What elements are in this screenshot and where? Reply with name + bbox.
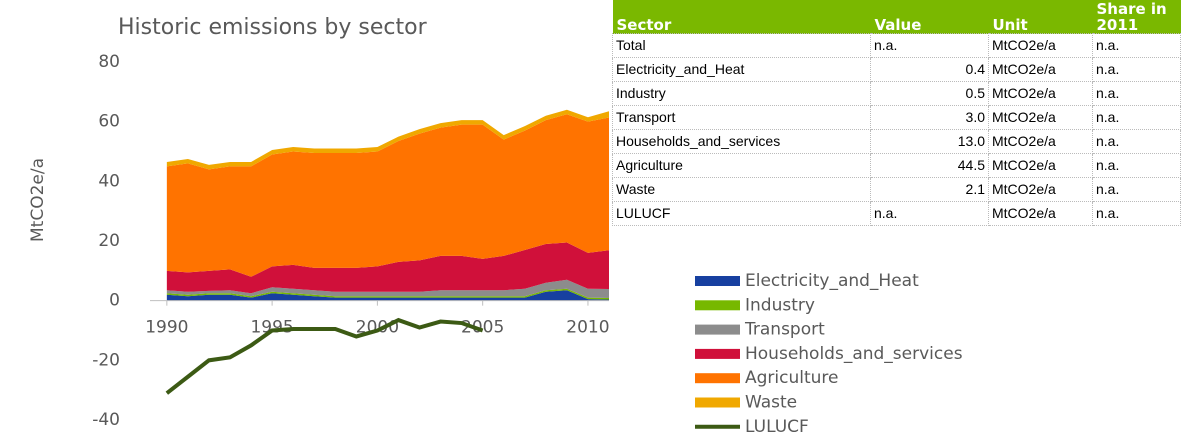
table-cell: Transport (612, 105, 871, 130)
table-cell: n.a. (1092, 33, 1181, 58)
table-cell: n.a. (870, 33, 989, 58)
table-cell: MtCO2e/a (988, 81, 1093, 106)
table-row: Agriculture 44.5 MtCO2e/a n.a. (612, 153, 1181, 178)
header-cell: Unit (988, 0, 1093, 34)
table-cell: Electricity_and_Heat (612, 57, 871, 82)
table-cell: 3.0 (870, 105, 989, 130)
table-row: Households_and_services 13.0 MtCO2e/a n.a. (612, 129, 1181, 154)
table-cell: 0.5 (870, 81, 989, 106)
table-cell: MtCO2e/a (988, 201, 1093, 226)
table-cell: MtCO2e/a (988, 33, 1093, 58)
chart: Historic emissions by sector MtCO2e/a -4… (28, 15, 610, 430)
legend-swatch (695, 276, 740, 286)
y-axis-label: MtCO2e/a (28, 158, 48, 242)
legend-swatch (695, 324, 740, 335)
table-row: Waste 2.1 MtCO2e/a n.a. (612, 177, 1181, 202)
legend-label: Industry (745, 295, 815, 315)
y-tick-label: -40 (92, 410, 120, 430)
table-cell: Agriculture (612, 153, 871, 178)
table-cell: 13.0 (870, 129, 989, 154)
area (166, 279, 609, 298)
area (166, 288, 609, 300)
area (166, 242, 609, 294)
table-cell: 2.1 (870, 177, 989, 202)
x-tick-label: 1995 (250, 318, 293, 338)
table-cell: Waste (612, 177, 871, 202)
area (166, 290, 609, 301)
legend-swatch (695, 397, 740, 408)
table-cell: n.a. (1092, 105, 1181, 130)
legend-label: Transport (744, 320, 825, 340)
table-row: Transport 3.0 MtCO2e/a n.a. (612, 105, 1181, 130)
areas (166, 109, 609, 301)
table-cell: n.a. (1092, 81, 1181, 106)
table-cell: Industry (612, 81, 871, 106)
table-cell: n.a. (1092, 57, 1181, 82)
table-cell: MtCO2e/a (988, 177, 1093, 202)
legend-label: Waste (745, 393, 797, 413)
x-tick-label: 1990 (145, 318, 188, 338)
table-body: Total n.a. MtCO2e/a n.a. Electricity_and_Hea… (612, 33, 1181, 226)
table-cell: Households_and_services (612, 129, 871, 154)
legend-label: Electricity_and_Heat (745, 271, 919, 291)
chart-title: Historic emissions by sector (118, 15, 428, 40)
table-cell: MtCO2e/a (988, 105, 1093, 130)
table-cell: n.a. (1092, 153, 1181, 178)
header-cell: Sector (612, 0, 871, 34)
table-cell: n.a. (1092, 177, 1181, 202)
table-cell: n.a. (1092, 129, 1181, 154)
table-cell: Total (612, 33, 871, 58)
legend-label: Households_and_services (745, 344, 963, 364)
table-cell: n.a. (870, 201, 989, 226)
y-tick-label: 80 (98, 52, 120, 72)
legend-swatch (695, 373, 740, 384)
table-row: Electricity_and_Heat 0.4 MtCO2e/a n.a. (612, 57, 1181, 82)
table: Sector Value Unit Share in 2011 Total n.a. Mt… (612, 0, 1181, 226)
legend-label: Agriculture (745, 368, 839, 388)
legend-swatch (695, 300, 740, 311)
header-cell: Value (870, 0, 989, 34)
y-tick-label: 20 (98, 231, 120, 251)
table-cell: 44.5 (870, 153, 989, 178)
y-tick-label: 60 (98, 112, 120, 132)
legend: Electricity_and_Heat Industry Transport Hou… (695, 271, 963, 434)
table-cell: MtCO2e/a (988, 153, 1093, 178)
area (166, 114, 609, 277)
x-tick-label: 2010 (566, 318, 609, 338)
table-cell: 0.4 (870, 57, 989, 82)
line (165, 317, 484, 395)
table-row: Industry 0.5 MtCO2e/a n.a. (612, 81, 1181, 106)
y-tick-label: 40 (98, 171, 120, 191)
table-header: Sector Value Unit Share in 2011 (612, 0, 1181, 34)
y-tick-label: -20 (92, 350, 120, 370)
table-cell: MtCO2e/a (988, 57, 1093, 82)
y-tick-label: 0 (109, 291, 120, 311)
table-cell: n.a. (1092, 201, 1181, 226)
table-cell: LULUCF (612, 201, 871, 226)
x-tick-label: 2005 (461, 318, 504, 338)
legend-label: LULUCF (745, 417, 809, 434)
table-cell: MtCO2e/a (988, 129, 1093, 154)
legend-swatch (695, 348, 740, 359)
table-row: Total n.a. MtCO2e/a n.a. (612, 33, 1181, 58)
table-row: LULUCF n.a. MtCO2e/a n.a. (612, 201, 1181, 226)
header-cell: Share in 2011 (1092, 0, 1181, 34)
